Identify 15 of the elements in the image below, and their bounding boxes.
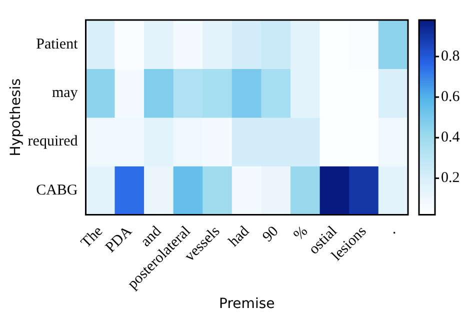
y-tick-label: required bbox=[28, 134, 78, 150]
color-bar-label: 0.2 bbox=[441, 170, 460, 186]
x-tick-label: % bbox=[290, 223, 312, 244]
color-bar-label: 0.4 bbox=[441, 130, 460, 146]
x-tick-label: The bbox=[78, 223, 106, 252]
color-bar-label: 0.6 bbox=[441, 89, 460, 106]
x-tick-label: had bbox=[226, 223, 253, 250]
x-tick-label: 90 bbox=[260, 223, 282, 246]
x-tick-label: . bbox=[385, 223, 399, 238]
y-axis-title: Hypothesis bbox=[8, 78, 24, 156]
y-tick-label: may bbox=[52, 84, 78, 101]
y-tick-label: Patient bbox=[36, 36, 79, 52]
x-axis-title: Premise bbox=[219, 296, 275, 312]
color-bar-label: 0.8 bbox=[441, 48, 460, 64]
y-tick-label: CABG bbox=[36, 182, 78, 198]
